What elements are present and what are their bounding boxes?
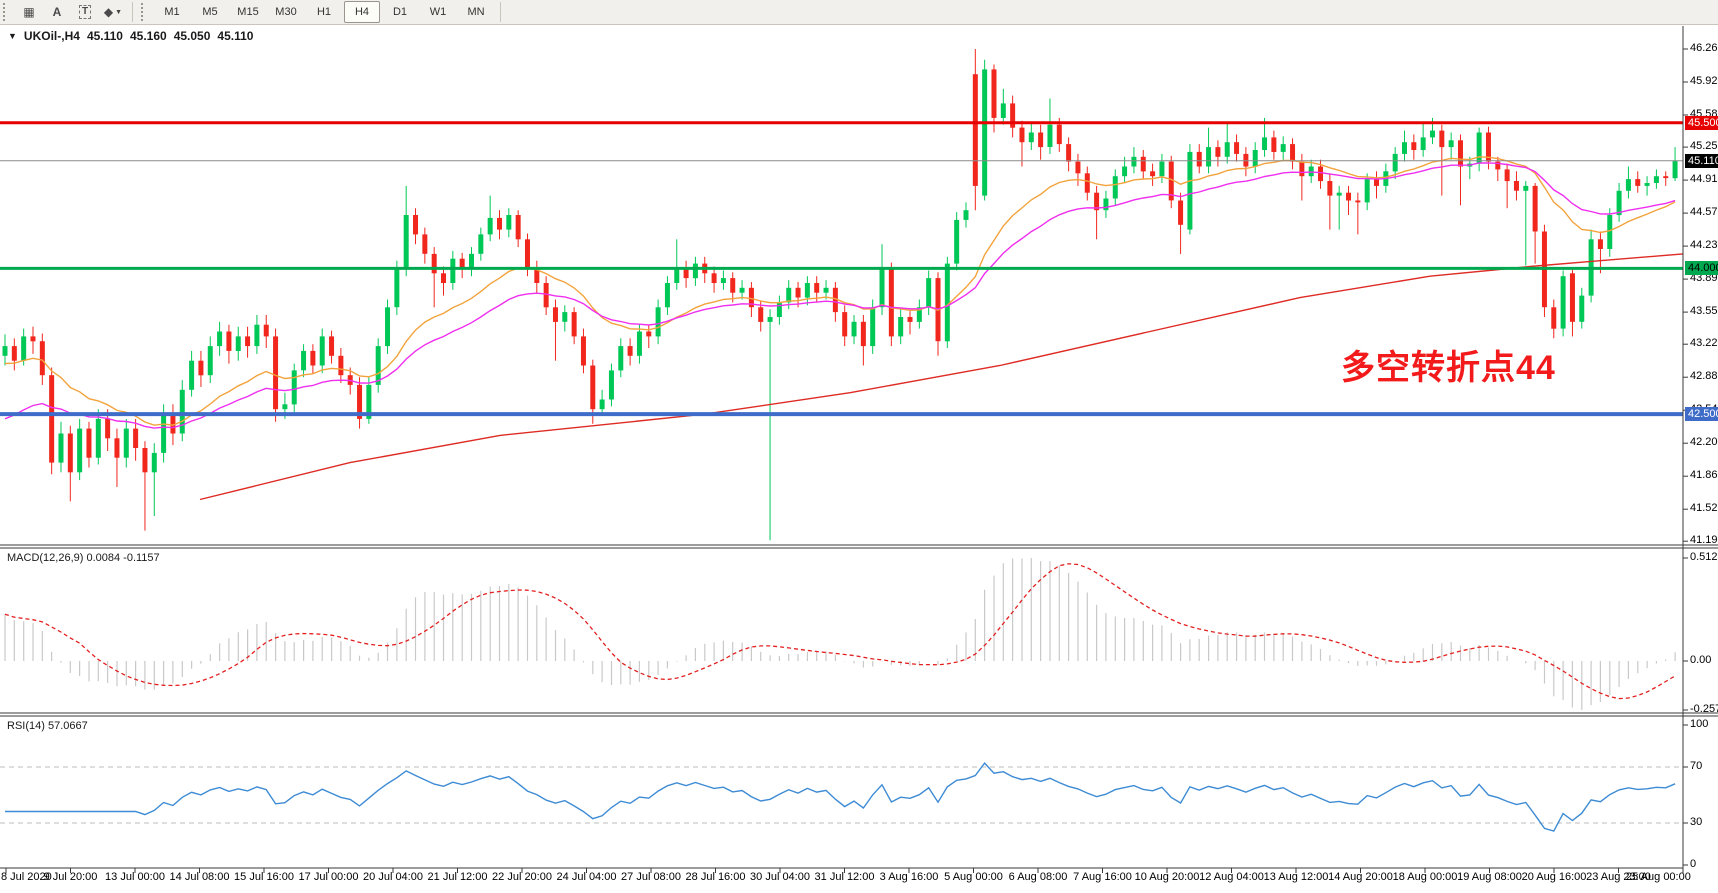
text-label-icon[interactable]: T xyxy=(72,1,98,23)
y-axis-label: 45.250 xyxy=(1690,140,1718,153)
price-badge-45.110: 45.110 xyxy=(1685,153,1718,168)
x-axis-label: 25 Aug 00:00 xyxy=(1626,871,1691,883)
x-axis-label: 10 Aug 20:00 xyxy=(1134,871,1200,883)
tab-timeframe-m1[interactable]: M1 xyxy=(164,6,180,18)
ohlc-low: 45.050 xyxy=(173,29,211,43)
rsi-scale-label: 70 xyxy=(1690,760,1703,772)
x-axis-label: 7 Aug 16:00 xyxy=(1073,871,1132,883)
x-axis-label: 20 Jul 04:00 xyxy=(363,871,423,883)
x-axis-label: 13 Jul 00:00 xyxy=(105,871,165,883)
x-axis-label: 12 Aug 04:00 xyxy=(1199,871,1264,883)
y-axis-label: 45.920 xyxy=(1690,75,1718,87)
ma-mid-magenta xyxy=(4,162,1676,429)
tab-timeframe-m5[interactable]: M5 xyxy=(202,6,218,18)
x-axis-label: 23 Aug 23:00 xyxy=(1586,871,1651,883)
x-axis-label: 18 Aug 00:00 xyxy=(1392,871,1458,883)
ohlc-high: 45.160 xyxy=(129,29,167,43)
x-axis-label: 24 Jul 04:00 xyxy=(556,871,617,883)
macd-label: MACD(12,26,9) 0.0084 -0.1157 xyxy=(7,552,160,564)
symbol-info-line: ▼ UKOil-,H4 45.110 45.160 45.050 45.110 xyxy=(8,29,253,43)
tab-timeframe-m30[interactable]: M30 xyxy=(275,6,297,18)
ma-fast-orange xyxy=(4,156,1676,426)
x-axis-label: 31 Jul 12:00 xyxy=(814,871,875,883)
macd-scale-label: 0.5121 xyxy=(1690,551,1718,563)
x-axis-label: 8 Jul 2020 xyxy=(1,871,52,883)
tab-timeframe-w1[interactable]: W1 xyxy=(429,6,447,18)
ohlc-close: 45.110 xyxy=(217,29,254,43)
rsi-scale-label: 30 xyxy=(1690,816,1703,828)
y-axis-label: 44.230 xyxy=(1690,239,1718,252)
toolbar: ▦ A T ◆ ▼ M1 M5 M15 M30 H1 H4 D1 W1 MN xyxy=(0,0,1718,25)
x-axis-label: 27 Jul 08:00 xyxy=(621,871,681,883)
x-axis-label: 15 Jul 16:00 xyxy=(234,871,294,883)
x-axis-label: 5 Aug 00:00 xyxy=(944,871,1003,883)
x-axis-label: 19 Aug 08:00 xyxy=(1457,871,1522,883)
collapse-triangle-icon[interactable]: ▼ xyxy=(8,31,17,41)
toolbar-grip[interactable] xyxy=(3,3,12,21)
chart-grid-icon[interactable]: ▦ xyxy=(23,5,35,19)
x-axis-label: 30 Jul 04:00 xyxy=(750,871,810,883)
macd-histogram xyxy=(4,558,1676,710)
x-axis-label: 17 Jul 00:00 xyxy=(298,871,359,883)
y-axis-label: 41.860 xyxy=(1690,469,1718,482)
tab-timeframe-mn[interactable]: MN xyxy=(467,6,485,18)
price-badge-45.500: 45.500 xyxy=(1685,115,1718,130)
y-axis-label: 43.220 xyxy=(1690,337,1718,350)
y-axis-label: 42.880 xyxy=(1690,370,1718,383)
x-axis-label: 22 Jul 20:00 xyxy=(492,871,552,883)
y-axis-label: 42.200 xyxy=(1690,436,1718,449)
x-axis-label: 28 Jul 16:00 xyxy=(685,871,746,883)
price-badge-42.500: 42.500 xyxy=(1685,407,1718,422)
x-axis-label: 3 Aug 16:00 xyxy=(879,871,939,883)
symbol-name: UKOil-,H4 xyxy=(23,29,80,43)
rsi-line xyxy=(5,762,1676,832)
tab-timeframe-h1[interactable]: H1 xyxy=(316,6,332,18)
y-axis-label: 44.570 xyxy=(1690,206,1718,219)
tab-timeframe-d1[interactable]: D1 xyxy=(392,6,408,18)
y-axis-label: 43.550 xyxy=(1690,305,1718,318)
rsi-scale-label: 0 xyxy=(1690,858,1697,870)
y-axis-label: 46.260 xyxy=(1690,42,1718,54)
rsi-scale-label: 100 xyxy=(1690,718,1709,730)
timeframe-button-group: M1 M5 M15 M30 H1 H4 D1 W1 MN xyxy=(153,1,495,23)
x-axis-label: 9 Jul 20:00 xyxy=(43,871,98,883)
x-axis-label: 6 Aug 08:00 xyxy=(1008,871,1068,883)
x-axis-label: 21 Jul 12:00 xyxy=(427,871,488,883)
rsi-label: RSI(14) 57.0667 xyxy=(7,720,88,732)
text-cursor-icon[interactable]: A xyxy=(52,5,62,19)
toolbar-separator-2 xyxy=(500,2,501,22)
annotation-text[interactable]: 多空转折点44 xyxy=(1341,349,1556,387)
x-axis-label: 14 Jul 08:00 xyxy=(169,871,230,883)
tab-timeframe-h4[interactable]: H4 xyxy=(344,1,380,23)
price-badge-44.000: 44.000 xyxy=(1685,261,1718,276)
toolbar-icon-group: ▦ A T ◆ ▼ xyxy=(15,1,127,23)
y-axis-label: 41.520 xyxy=(1690,502,1718,515)
x-axis-label: 14 Aug 20:00 xyxy=(1328,871,1393,883)
x-axis-label: 13 Aug 12:00 xyxy=(1263,871,1329,883)
shapes-arrows-icon[interactable]: ◆ ▼ xyxy=(103,5,123,19)
toolbar-grip-2[interactable] xyxy=(141,3,150,21)
ma-slow-red xyxy=(199,253,1683,501)
macd-signal-line xyxy=(4,563,1676,700)
ohlc-open: 45.110 xyxy=(86,29,123,43)
x-axis-label: 20 Aug 16:00 xyxy=(1521,871,1587,883)
toolbar-separator xyxy=(132,2,133,22)
tab-timeframe-m15[interactable]: M15 xyxy=(237,6,259,18)
macd-scale-label: -0.2578 xyxy=(1690,703,1718,715)
macd-scale-label: 0.00 xyxy=(1690,654,1712,666)
y-axis-label: 41.190 xyxy=(1690,534,1718,547)
y-axis-label: 44.910 xyxy=(1690,173,1718,186)
